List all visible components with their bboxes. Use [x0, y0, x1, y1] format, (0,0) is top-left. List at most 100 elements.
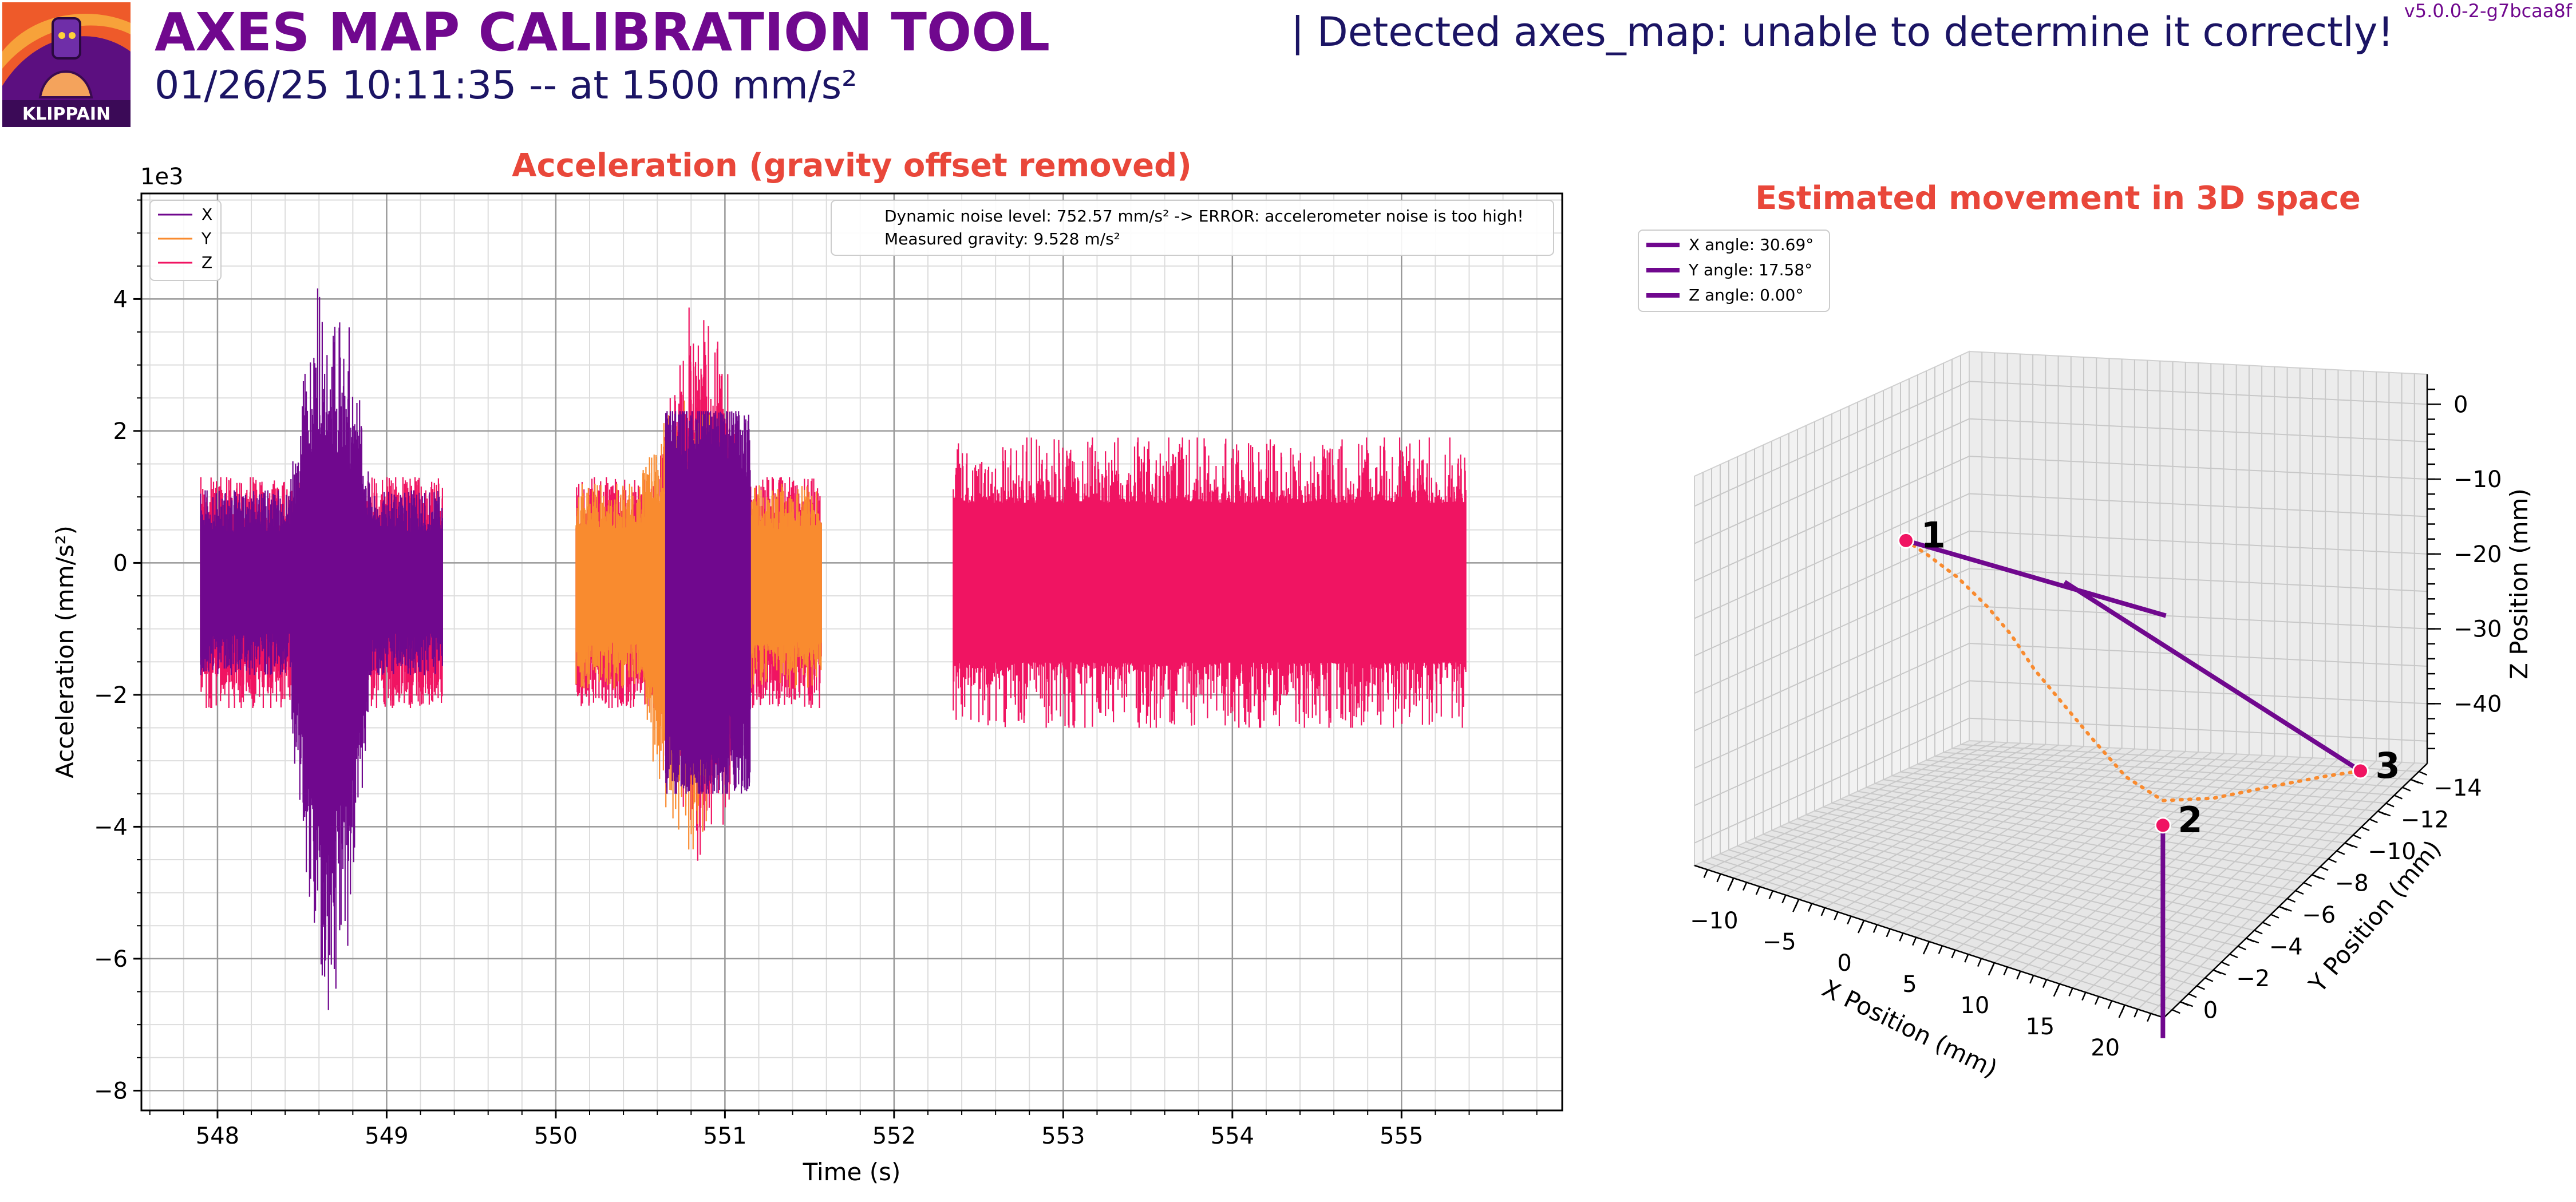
floor-gridline-y [1728, 849, 2197, 987]
y-minor-tick [2237, 945, 2246, 951]
floor-gridline-y [1909, 767, 2370, 820]
y-tick-label: −4 [2269, 934, 2303, 960]
movement-trajectory [1904, 539, 2362, 802]
x-tick-label: 552 [872, 1123, 916, 1149]
x-minor-tick [1899, 932, 1904, 942]
x-minor-tick [1886, 928, 1891, 938]
x-minor-tick [1912, 937, 1917, 946]
y-minor-tick [2295, 889, 2304, 895]
x-minor-tick [2029, 975, 2034, 984]
floor-gridline-y [1840, 798, 2304, 884]
z-tick-label: 0 [2453, 392, 2468, 418]
floor-gridline-y [1754, 837, 2222, 963]
back-gridline-z [1969, 381, 2428, 405]
x-minor-tick [2016, 971, 2021, 980]
floor-gridline-y [1900, 771, 2362, 828]
x-tick-label: 10 [1960, 993, 1989, 1019]
y-minor-tick [2353, 834, 2362, 840]
x-minor-tick [1716, 873, 1721, 883]
floor-gridline-y [1780, 825, 2246, 939]
x-major-tick [1727, 877, 1735, 891]
x-tick-label: −10 [1690, 908, 1738, 934]
x-tick-label: 553 [1041, 1123, 1085, 1149]
x-minor-tick [1872, 924, 1878, 933]
point-label-3: 3 [2376, 745, 2400, 786]
y-minor-tick [2270, 914, 2279, 919]
left-gridline-z [1694, 530, 1970, 657]
y-minor-tick [2204, 977, 2214, 982]
floor-gridline-y [1711, 857, 2181, 1003]
x-series-segment [200, 288, 443, 1010]
floor-gridline-y [1720, 853, 2189, 995]
chart-title: Acceleration (gravity offset removed) [512, 147, 1192, 184]
y-minor-tick [2196, 985, 2205, 990]
point-marker-3 [2352, 762, 2369, 780]
klippain-logo: KLIPPAIN [2, 2, 131, 127]
left-gridline-z [1694, 381, 1970, 507]
noise-annotation-box: Dynamic noise level: 752.57 mm/s² -> ERR… [831, 200, 1554, 256]
y-minor-tick [2188, 993, 2197, 998]
legend-label-x: X [202, 205, 212, 224]
3d-axes: −10 −5 0 5 10 15 20 0 −2 −4 −6 −8 −10 −12 −14 0 −10 −20 −3… [1690, 374, 2502, 1061]
measured-gravity-text: Measured gravity: 9.528 m/s² [884, 230, 1120, 248]
y-tick-label: −6 [94, 946, 128, 972]
x-major-tick [1988, 962, 1996, 976]
chart-3d-legend: X angle: 30.69° Y angle: 17.58° Z angle:… [1638, 230, 1830, 312]
y-tick-label: −14 [2433, 775, 2482, 801]
x-minor-tick [2042, 979, 2048, 988]
left-gridline-z [1694, 643, 1970, 769]
y-tick-label: −2 [94, 682, 128, 709]
x-minor-tick [1807, 903, 1813, 912]
legend-item-y: Y [158, 229, 212, 248]
z-position-label: Z Position (mm) [2505, 488, 2533, 679]
y-major-tick [2180, 1001, 2194, 1007]
x-series-segment [665, 411, 751, 794]
floor-gridline-y [1874, 782, 2337, 852]
x-major-tick [1857, 920, 1865, 934]
y-axis-label: Acceleration (mm/s²) [51, 525, 79, 778]
x-minor-tick [1977, 958, 1982, 967]
3d-data: 1 2 3 [1898, 514, 2400, 1038]
point-label-2: 2 [2178, 799, 2202, 841]
y-minor-tick [2221, 961, 2230, 967]
page-subtitle: 01/26/25 10:11:35 -- at 1500 mm/s² [155, 63, 857, 108]
y-minor-tick [2171, 1009, 2180, 1014]
x-axis-label: Time (s) [803, 1158, 901, 1186]
y-major-tick [2246, 938, 2259, 944]
x-minor-tick [2134, 1009, 2139, 1018]
y-tick-label: −10 [2368, 839, 2416, 865]
y-angle-line [2063, 580, 2362, 773]
floor-gridline-y [1943, 752, 2403, 788]
y-tick-label: −6 [2302, 902, 2336, 928]
back-gridline-z [1969, 530, 2428, 555]
y-minor-tick [2369, 818, 2378, 824]
legend-label-y-angle: Y angle: 17.58° [1688, 260, 1812, 279]
x-angle-line [1905, 538, 2167, 618]
x-minor-tick [1820, 907, 1826, 916]
y-minor-tick [2229, 953, 2238, 959]
floor-gridline-y [1934, 756, 2395, 796]
y-tick-label: −4 [94, 814, 128, 840]
x-tick-label: 550 [534, 1123, 578, 1149]
z-tick-label: −10 [2453, 466, 2502, 493]
y-major-tick [2377, 810, 2391, 817]
back-gridline-z [1969, 493, 2428, 517]
y-major-tick [2212, 969, 2226, 975]
y-minor-tick [2262, 922, 2271, 927]
floor-gridline-y [1848, 794, 2312, 876]
y-minor-tick [2394, 794, 2403, 800]
x-tick-label: 20 [2091, 1035, 2120, 1061]
x-tick-label: 555 [1380, 1123, 1423, 1149]
x-major-tick [1792, 899, 1800, 912]
page-title: AXES MAP CALIBRATION TOOL [155, 2, 1050, 63]
x-minor-tick [1755, 886, 1761, 895]
back-gridline-z [1969, 418, 2428, 442]
y-minor-tick [2320, 866, 2329, 871]
floor-gridline-y [1960, 744, 2419, 772]
x-major-tick [2118, 1005, 2125, 1018]
floor-gridline-y [1788, 822, 2255, 931]
z-tick-label: −40 [2453, 691, 2502, 717]
left-gridline-z [1694, 680, 1970, 806]
back-gridline-z [1969, 605, 2428, 630]
